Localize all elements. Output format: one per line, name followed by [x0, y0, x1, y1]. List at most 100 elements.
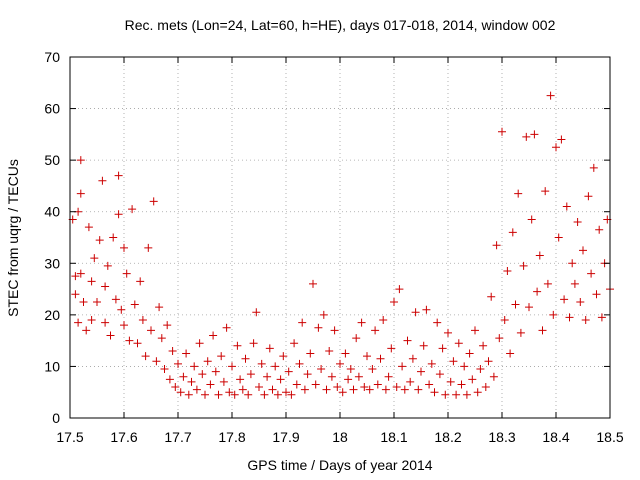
- data-point-marker: [390, 297, 398, 306]
- data-point-marker: [249, 339, 258, 348]
- data-point-marker: [233, 341, 242, 350]
- data-point-marker: [155, 303, 164, 312]
- data-point-marker: [411, 308, 420, 317]
- data-point-marker: [236, 375, 245, 384]
- x-tick-label: 17.5: [56, 429, 83, 445]
- data-point-marker: [292, 380, 301, 389]
- data-point-marker: [587, 269, 596, 278]
- data-point-marker: [576, 297, 585, 306]
- data-point-marker: [530, 130, 539, 139]
- data-point-marker: [444, 328, 452, 337]
- x-tick-label: 17.7: [164, 429, 191, 445]
- data-point-marker: [282, 388, 290, 397]
- data-point-marker: [71, 272, 80, 281]
- data-point-marker: [570, 279, 579, 288]
- data-point-marker: [387, 344, 396, 353]
- data-point-marker: [319, 310, 328, 319]
- data-point-marker: [101, 282, 110, 291]
- data-point-marker: [95, 236, 104, 245]
- data-point-marker: [114, 210, 123, 219]
- data-point-marker: [425, 380, 434, 389]
- data-point-marker: [76, 269, 85, 278]
- data-point-marker: [519, 261, 528, 270]
- data-point-marker: [174, 359, 182, 368]
- data-point-marker: [141, 352, 150, 361]
- x-tick-label: 18.3: [488, 429, 515, 445]
- data-point-marker: [406, 377, 415, 386]
- data-point-marker: [346, 365, 355, 374]
- data-point-marker: [371, 326, 380, 335]
- data-point-marker: [403, 336, 412, 345]
- data-point-marker: [71, 290, 80, 299]
- y-tick-label: 60: [44, 101, 60, 117]
- data-point-marker: [408, 354, 417, 363]
- data-points: [68, 91, 614, 399]
- data-point-marker: [214, 390, 223, 399]
- data-point-marker: [433, 318, 442, 327]
- data-point-marker: [363, 352, 371, 361]
- data-point-marker: [354, 372, 363, 381]
- data-point-marker: [133, 339, 142, 348]
- data-point-marker: [479, 341, 488, 350]
- data-point-marker: [568, 259, 577, 268]
- y-axis-title: STEC from uqrg / TECUs: [5, 159, 21, 317]
- data-point-marker: [422, 305, 431, 314]
- data-point-marker: [500, 316, 509, 325]
- x-tick-label: 17.6: [110, 429, 137, 445]
- data-point-marker: [109, 233, 118, 242]
- data-point-marker: [222, 323, 231, 332]
- y-tick-label: 70: [44, 49, 60, 65]
- data-point-marker: [114, 171, 123, 180]
- data-point-marker: [435, 370, 444, 379]
- data-point-marker: [592, 290, 601, 299]
- data-point-marker: [171, 383, 180, 392]
- data-point-marker: [398, 362, 407, 371]
- data-point-marker: [481, 383, 490, 392]
- data-point-marker: [295, 359, 304, 368]
- data-point-marker: [74, 318, 83, 327]
- data-point-marker: [484, 357, 493, 366]
- data-point-marker: [90, 254, 99, 263]
- data-point-marker: [273, 390, 282, 399]
- data-point-marker: [538, 326, 547, 335]
- data-point-marker: [352, 334, 361, 343]
- data-point-marker: [533, 287, 542, 296]
- data-point-marker: [128, 205, 137, 214]
- data-point-marker: [103, 261, 112, 270]
- y-tick-label: 10: [44, 358, 60, 374]
- data-point-marker: [184, 390, 193, 399]
- x-tick-label: 18.4: [542, 429, 569, 445]
- data-point-marker: [298, 318, 307, 327]
- data-point-marker: [287, 390, 296, 399]
- data-point-marker: [541, 187, 550, 196]
- data-point-marker: [190, 362, 199, 371]
- data-point-marker: [395, 285, 404, 294]
- data-point-marker: [514, 189, 523, 198]
- data-point-marker: [584, 192, 593, 201]
- data-point-marker: [449, 357, 458, 366]
- data-point-marker: [311, 380, 320, 389]
- data-point-marker: [471, 326, 479, 335]
- data-point-marker: [201, 390, 209, 399]
- data-point-marker: [144, 243, 153, 252]
- x-axis-title: GPS time / Days of year 2014: [247, 457, 432, 473]
- data-point-marker: [441, 390, 450, 399]
- data-point-marker: [93, 297, 101, 306]
- data-point-marker: [462, 390, 471, 399]
- data-point-marker: [506, 349, 515, 358]
- data-point-marker: [457, 380, 466, 389]
- data-point-marker: [101, 318, 110, 327]
- data-point-marker: [379, 316, 388, 325]
- data-point-marker: [195, 339, 204, 348]
- data-point-marker: [487, 292, 496, 301]
- data-point-marker: [157, 334, 166, 343]
- data-point-marker: [508, 228, 517, 237]
- data-point-marker: [290, 339, 299, 348]
- data-point-marker: [246, 370, 255, 379]
- x-tick-label: 18.1: [380, 429, 407, 445]
- data-point-marker: [84, 223, 93, 232]
- data-point-marker: [476, 365, 485, 374]
- data-point-marker: [147, 326, 155, 335]
- data-point-marker: [527, 215, 536, 224]
